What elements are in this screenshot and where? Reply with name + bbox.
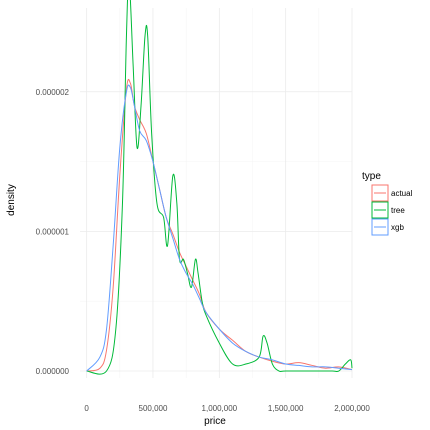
y-tick-label: 0.000000 [36,367,70,376]
grid [80,8,353,378]
x-tick-label: 1,000,000 [202,404,238,413]
legend-label-xgb: xgb [391,223,404,232]
y-tick-label: 0.000001 [36,227,70,236]
x-axis-title: price [204,416,226,427]
x-tick-label: 0 [84,404,89,413]
density-curve-xgb [86,84,353,372]
density-curves [86,0,353,375]
x-axis-ticks: 0 500,000 1,000,000 1,500,000 2,000,000 [84,404,370,413]
x-tick-label: 1,500,000 [268,404,304,413]
legend-label-tree: tree [391,206,405,215]
x-tick-label: 2,000,000 [334,404,370,413]
legend-label-actual: actual [391,189,413,198]
density-curve-tree [86,0,353,375]
x-tick-label: 500,000 [139,404,168,413]
legend-title: type [362,171,381,182]
y-axis-title: density [6,184,17,216]
y-tick-label: 0.000002 [36,88,70,97]
y-axis-ticks: 0.000000 0.000001 0.000002 [36,88,70,376]
legend: type actual tree xgb [362,171,413,236]
